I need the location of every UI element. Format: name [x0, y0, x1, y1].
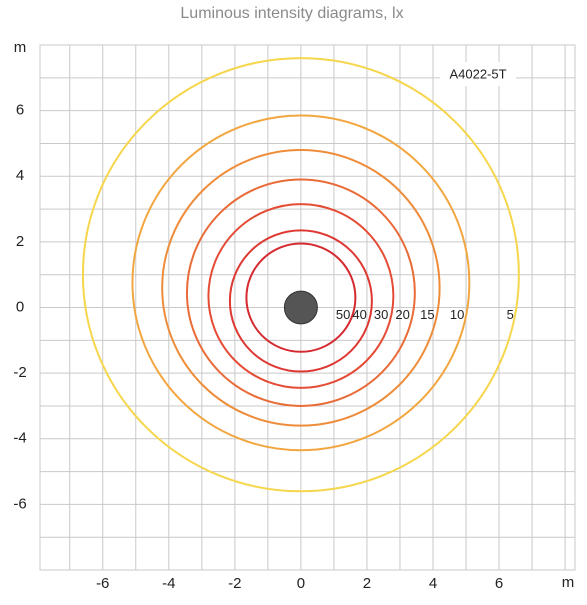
y-tick-label: -6: [13, 495, 26, 512]
contour-label: 50: [336, 307, 350, 322]
y-tick-label: -4: [13, 430, 26, 447]
y-tick-label: 2: [16, 233, 24, 250]
contour-label: 10: [450, 307, 464, 322]
chart-title: Luminous intensity diagrams, lx: [180, 5, 403, 22]
isolux-contour: [131, 114, 471, 452]
x-tick-label: 6: [495, 575, 503, 592]
y-tick-label: 4: [16, 167, 24, 184]
y-tick-label: 6: [16, 102, 24, 119]
contour-label: 5: [507, 307, 514, 322]
x-axis-label: m: [562, 574, 575, 591]
isolux-contour: [228, 229, 373, 373]
isolux-contour: [245, 242, 357, 353]
y-tick-label: 0: [16, 298, 24, 315]
contour-label: 20: [395, 307, 409, 322]
y-axis-label: m: [14, 39, 27, 56]
isolux-contour: [81, 57, 520, 493]
x-tick-label: -6: [96, 575, 109, 592]
y-tick-label: -2: [13, 364, 26, 381]
isolux-contour: [207, 203, 395, 389]
annotation-box: [440, 62, 516, 86]
x-tick-label: -4: [162, 575, 175, 592]
x-tick-label: 0: [297, 575, 305, 592]
annotation: A4022-5T: [449, 66, 506, 81]
x-tick-label: 2: [363, 575, 371, 592]
contour-label: 30: [374, 307, 388, 322]
light-source: [283, 290, 318, 325]
contour-label: 40: [352, 307, 366, 322]
x-tick-label: 4: [429, 575, 437, 592]
contour-label: 15: [420, 307, 434, 322]
x-tick-label: -2: [228, 575, 241, 592]
isolux-contour: [161, 149, 441, 427]
isolux-contour: [185, 178, 416, 407]
